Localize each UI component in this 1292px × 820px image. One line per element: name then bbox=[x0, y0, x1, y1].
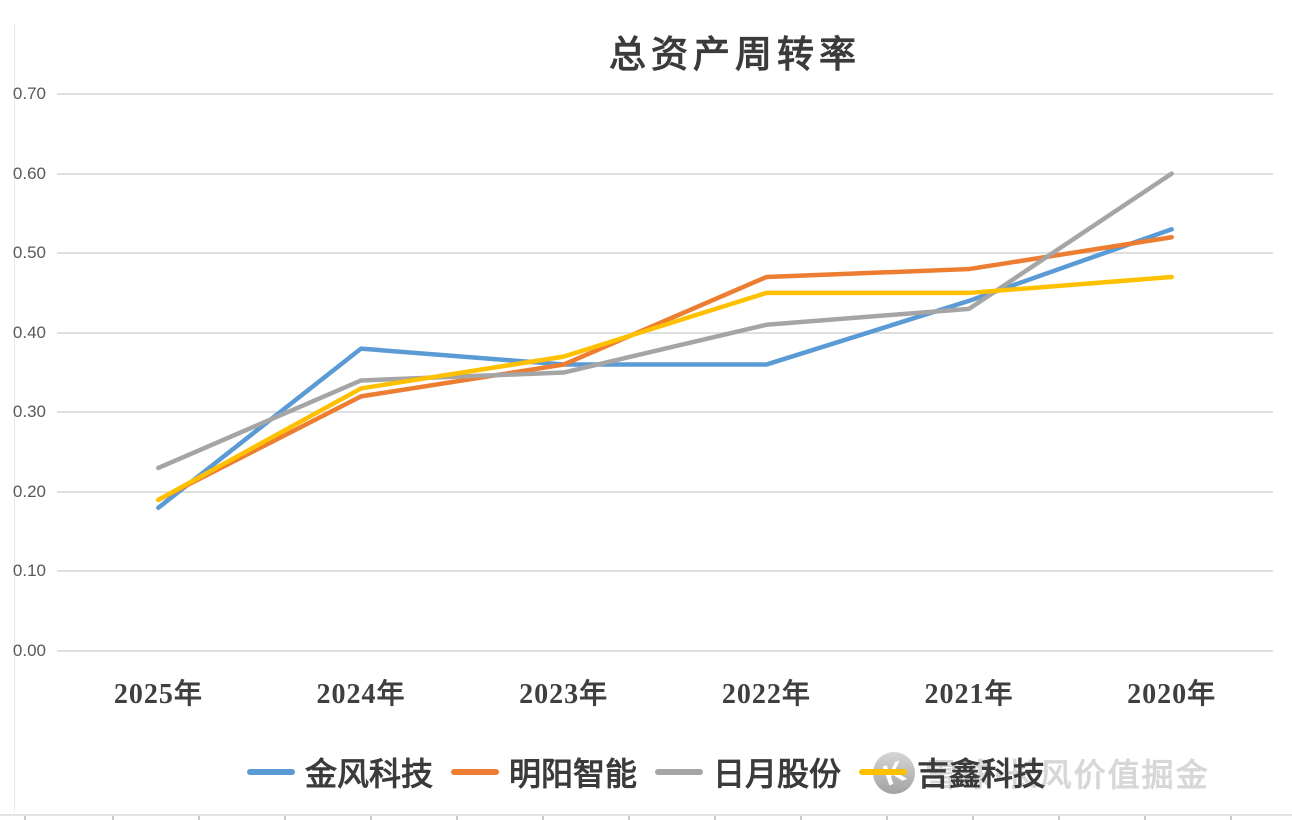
gridline bbox=[57, 252, 1273, 255]
series-line-0 bbox=[156, 227, 1174, 511]
x-axis-tick-label: 2021年 bbox=[924, 679, 1014, 710]
gridline bbox=[57, 650, 1273, 652]
gridline bbox=[57, 172, 1273, 175]
y-axis-tick-label: 0.20 bbox=[12, 481, 46, 501]
legend-label: 金风科技 bbox=[304, 756, 433, 792]
y-axis-tick-label: 0.10 bbox=[12, 561, 46, 581]
legend-label: 日月股份 bbox=[713, 756, 842, 792]
legend-marker-icon bbox=[246, 769, 295, 775]
x-axis-tick-label: 2024年 bbox=[316, 679, 406, 710]
bottom-axis-ticks bbox=[0, 814, 1292, 820]
x-axis-tick-label: 2023年 bbox=[519, 679, 609, 710]
gridline bbox=[57, 93, 1273, 95]
legend-marker-icon bbox=[655, 769, 703, 775]
legend: 金风科技 明阳智能 日月股份 吉鑫科技 bbox=[0, 746, 1292, 798]
y-axis-tick-label: 0.00 bbox=[12, 641, 46, 660]
legend-label: 明阳智能 bbox=[508, 756, 637, 792]
legend-marker-icon bbox=[450, 769, 499, 775]
y-axis-tick-label: 0.50 bbox=[12, 243, 46, 263]
legend-item-2: 日月股份 bbox=[655, 749, 841, 795]
x-axis-tick-label: 2025年 bbox=[113, 679, 203, 710]
legend-item-0: 金风科技 bbox=[246, 749, 433, 795]
gridline bbox=[57, 331, 1273, 334]
series-line-3 bbox=[156, 274, 1174, 503]
legend-label: 吉鑫科技 bbox=[917, 756, 1046, 792]
y-axis-tick-label: 0.40 bbox=[12, 322, 46, 342]
gridline bbox=[57, 490, 1273, 493]
x-axis-tick-label: 2020年 bbox=[1127, 679, 1217, 710]
x-axis-tick-label: 2022年 bbox=[721, 679, 811, 710]
y-axis-tick-label: 0.60 bbox=[12, 163, 46, 183]
gridline bbox=[57, 570, 1273, 573]
legend-item-3: 吉鑫科技 bbox=[859, 749, 1045, 795]
series-line-2 bbox=[156, 171, 1174, 471]
chart-title: 总资产周转率 bbox=[609, 35, 861, 76]
legend-item-1: 明阳智能 bbox=[450, 749, 637, 795]
watermark-text: 雪球·长风价值掘金 bbox=[925, 757, 1210, 793]
y-axis-tick-label: 0.30 bbox=[12, 402, 46, 422]
left-border-line bbox=[14, 24, 15, 812]
legend-marker-icon bbox=[859, 769, 908, 775]
series-line-1 bbox=[156, 234, 1174, 503]
watermark: K 雪球·长风价值掘金 bbox=[871, 750, 1210, 796]
gridline bbox=[57, 411, 1273, 414]
y-axis-tick-label: 0.70 bbox=[12, 84, 46, 103]
